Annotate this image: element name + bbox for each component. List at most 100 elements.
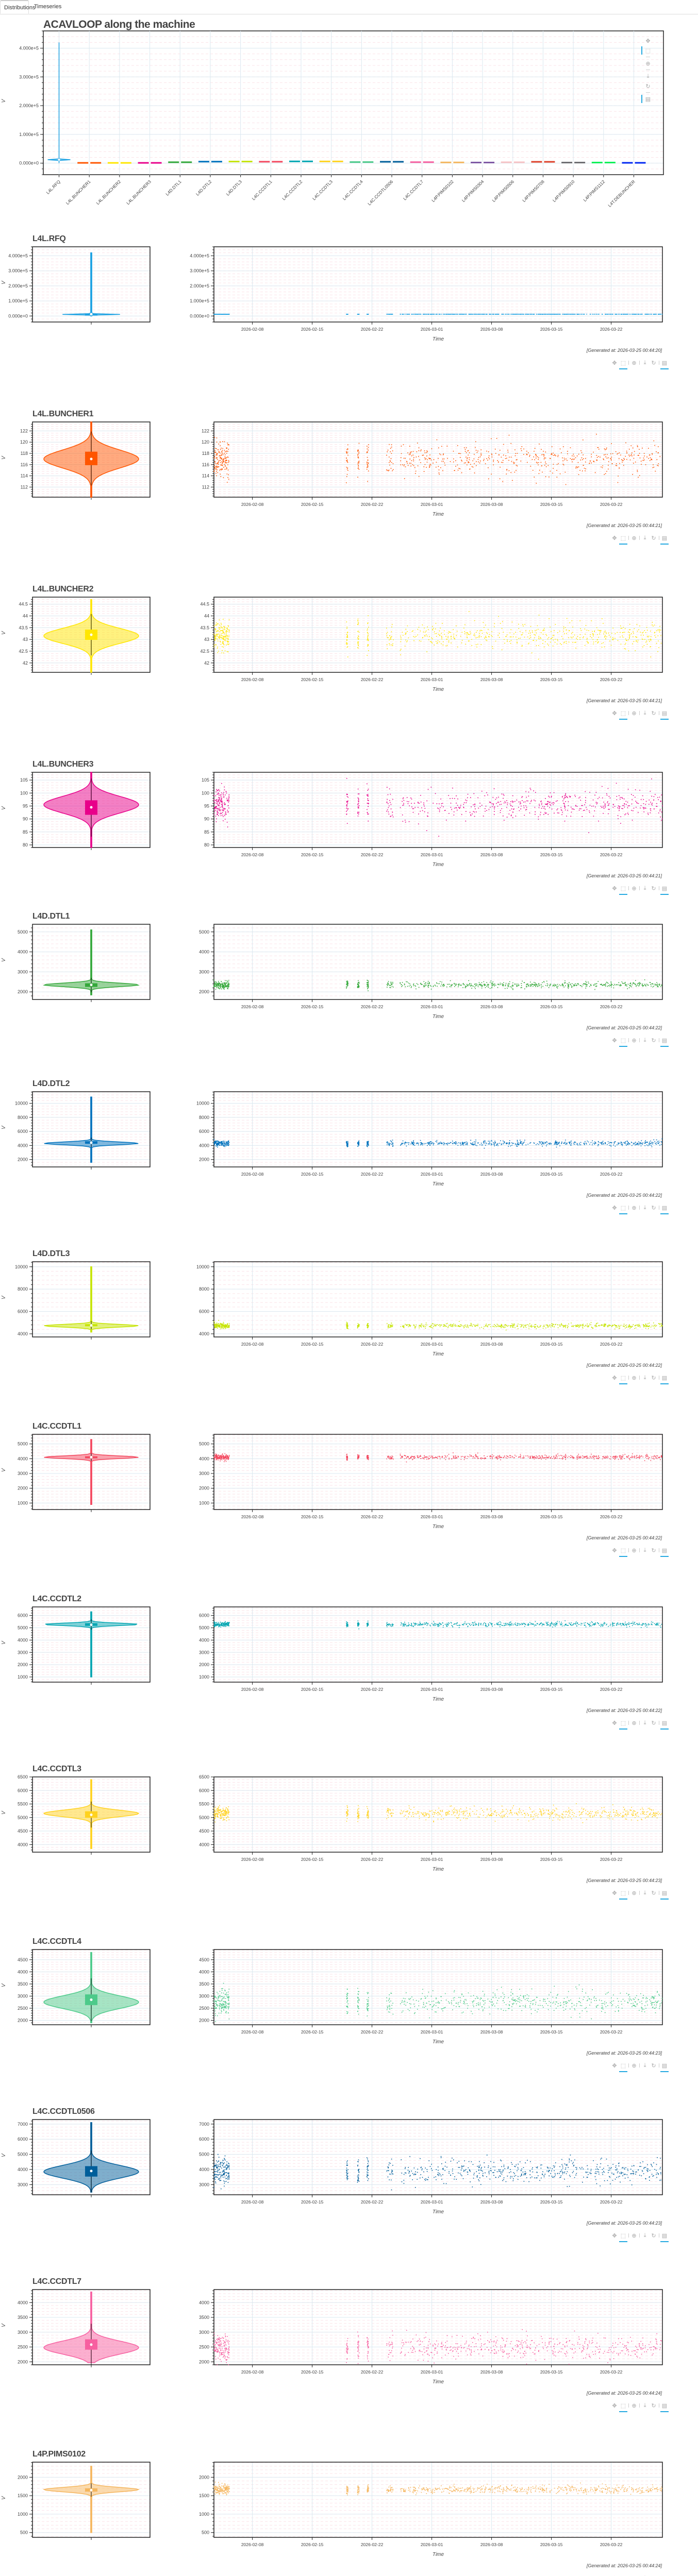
data-point [357,641,359,642]
data-point [652,803,653,804]
data-point [479,806,481,807]
data-point [643,985,644,986]
wheel-zoom-icon[interactable]: ⊕ [631,535,637,541]
data-point [218,462,219,464]
data-point [215,985,217,986]
data-point [227,451,228,452]
section-charts[interactable]: 4242.54343.54444.5V4242.54343.54444.5202… [0,596,698,730]
data-point [346,468,348,470]
data-point [217,790,218,791]
data-point [357,463,359,465]
data-point [586,809,588,810]
data-point [535,630,536,632]
reset-icon[interactable]: ↻ [645,83,651,90]
hover-icon[interactable]: ▤ [641,95,651,103]
median-dot [209,161,211,163]
data-point [490,314,492,315]
data-point [550,805,552,806]
wheel-zoom-icon[interactable]: ⊕ [631,360,637,366]
data-point [438,466,439,467]
section-charts[interactable]: 2000300040005000V20003000400050002026-02… [0,923,698,1057]
data-point [526,453,527,455]
data-point [562,796,563,797]
save-icon[interactable]: ⤓ [643,359,646,366]
pan-icon[interactable]: ✥ [645,38,651,44]
hover-icon[interactable]: ▤ [660,360,669,369]
tab-timeseries[interactable]: Timeseries [34,4,62,10]
data-point [222,642,223,644]
pan-icon[interactable]: ✥ [612,710,617,717]
reset-icon[interactable]: ↻ [651,360,656,366]
wheel-zoom-icon[interactable]: ⊕ [631,710,637,717]
data-point [228,643,229,645]
box-zoom-icon[interactable]: ⬚ [619,535,627,545]
data-point [533,640,534,641]
data-point [368,449,369,451]
section-charts[interactable]: 112114116118120122V112114116118120122202… [0,421,698,555]
save-icon[interactable]: ⤓ [643,709,646,716]
data-point [465,986,466,987]
data-point [358,805,360,806]
pan-icon[interactable]: ✥ [612,360,617,366]
data-point [402,821,404,822]
data-point [571,620,573,621]
reset-icon[interactable]: ↻ [651,535,656,541]
data-point [493,806,495,808]
data-point [439,809,440,811]
hover-icon[interactable]: ▤ [660,885,669,895]
data-point [227,641,228,642]
box-zoom-icon[interactable]: ⬚ [619,885,627,895]
data-point [621,981,623,982]
scatter-series [213,433,661,485]
overview-violin-chart[interactable]: 0.000e+01.000e+52.000e+53.000e+54.000e+5… [0,28,698,208]
save-icon[interactable]: ⤓ [646,73,650,79]
data-point [654,984,656,985]
box-zoom-icon[interactable]: ⬚ [619,360,627,369]
data-point [486,637,487,638]
data-point [390,448,391,449]
data-point [368,987,369,989]
data-point [391,984,393,985]
data-point [217,638,218,640]
hover-icon[interactable]: ▤ [660,710,669,720]
pan-icon[interactable]: ✥ [612,885,617,892]
section-charts[interactable]: 0.000e+01.000e+52.000e+53.000e+54.000e+5… [0,246,698,380]
data-point [227,477,228,478]
tab-distributions[interactable]: Distributions [0,0,36,14]
data-point [607,982,608,984]
box-zoom-icon[interactable]: ⬚ [619,710,627,720]
data-point [523,625,524,627]
data-point [487,794,488,795]
x-axis-label: Time [433,1014,444,1020]
data-point [645,314,646,315]
data-point [633,314,635,315]
data-point [367,464,368,465]
hover-icon[interactable]: ▤ [660,535,669,545]
data-point [580,450,581,451]
data-point [464,987,466,988]
x-tick-label: 2026-03-15 [540,502,563,507]
data-point [492,806,493,807]
data-point [555,984,556,986]
y-tick-label: 114 [21,473,28,479]
data-point [479,456,481,457]
data-point [568,988,569,989]
wheel-zoom-icon[interactable]: ⊕ [645,60,651,67]
save-icon[interactable]: ⤓ [643,534,646,541]
save-icon[interactable]: ⤓ [643,885,646,891]
data-point [220,456,221,457]
data-point [620,632,621,633]
data-point [568,984,569,986]
reset-icon[interactable]: ↻ [651,710,656,717]
data-point [440,454,441,455]
data-point [600,806,602,807]
data-point [347,981,348,982]
data-point [224,469,226,470]
wheel-zoom-icon[interactable]: ⊕ [631,885,637,892]
data-point [411,460,412,461]
pan-icon[interactable]: ✥ [612,535,617,541]
reset-icon[interactable]: ↻ [651,885,656,892]
data-point [504,801,506,802]
box-zoom-icon[interactable]: ⬚ [641,46,651,55]
